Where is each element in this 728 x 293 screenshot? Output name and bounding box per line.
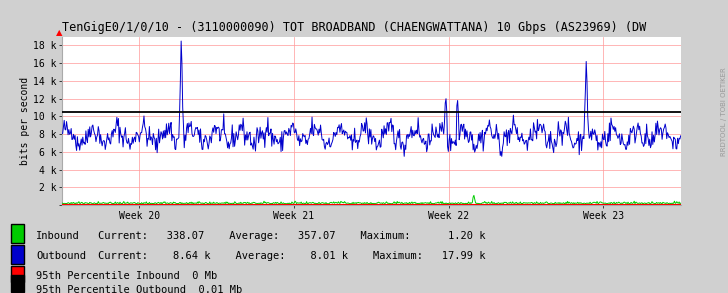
Text: Current:   338.07    Average:   357.07    Maximum:      1.20 k: Current: 338.07 Average: 357.07 Maximum:… [98, 231, 486, 241]
Text: Inbound: Inbound [36, 231, 80, 241]
Text: RRDTOOL / TOBI OETIKER: RRDTOOL / TOBI OETIKER [721, 67, 727, 156]
Text: ▲: ▲ [56, 28, 63, 37]
Text: 95th Percentile Inbound  0 Mb: 95th Percentile Inbound 0 Mb [36, 271, 218, 281]
Text: Current:    8.64 k    Average:    8.01 k    Maximum:   17.99 k: Current: 8.64 k Average: 8.01 k Maximum:… [98, 251, 486, 261]
Text: Outbound: Outbound [36, 251, 87, 261]
Text: TenGigE0/1/0/10 - (3110000090) TOT BROADBAND (CHAENGWATTANA) 10 Gbps (AS23969) (: TenGigE0/1/0/10 - (3110000090) TOT BROAD… [62, 21, 646, 34]
Text: 95th Percentile Outbound  0.01 Mb: 95th Percentile Outbound 0.01 Mb [36, 285, 242, 293]
Y-axis label: bits per second: bits per second [20, 77, 30, 165]
